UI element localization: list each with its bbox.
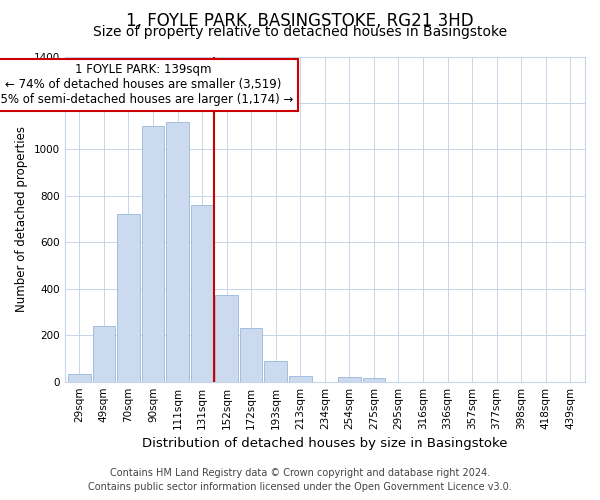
Bar xyxy=(289,376,311,382)
X-axis label: Distribution of detached houses by size in Basingstoke: Distribution of detached houses by size … xyxy=(142,437,508,450)
Text: 1, FOYLE PARK, BASINGSTOKE, RG21 3HD: 1, FOYLE PARK, BASINGSTOKE, RG21 3HD xyxy=(126,12,474,30)
Bar xyxy=(68,374,91,382)
Bar xyxy=(362,378,385,382)
Text: 1 FOYLE PARK: 139sqm
← 74% of detached houses are smaller (3,519)
25% of semi-de: 1 FOYLE PARK: 139sqm ← 74% of detached h… xyxy=(0,64,293,106)
Bar xyxy=(240,328,262,382)
Bar xyxy=(215,294,238,382)
Bar xyxy=(92,326,115,382)
Bar xyxy=(191,205,214,382)
Text: Size of property relative to detached houses in Basingstoke: Size of property relative to detached ho… xyxy=(93,25,507,39)
Bar xyxy=(142,126,164,382)
Y-axis label: Number of detached properties: Number of detached properties xyxy=(15,126,28,312)
Bar xyxy=(338,377,361,382)
Text: Contains HM Land Registry data © Crown copyright and database right 2024.
Contai: Contains HM Land Registry data © Crown c… xyxy=(88,468,512,492)
Bar xyxy=(117,214,140,382)
Bar xyxy=(265,361,287,382)
Bar xyxy=(166,122,189,382)
